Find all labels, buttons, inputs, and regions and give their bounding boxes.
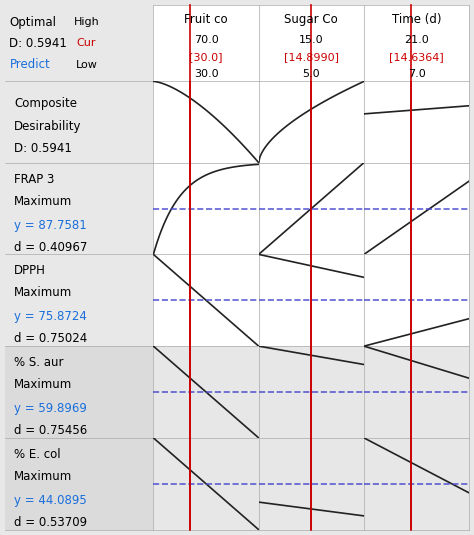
Text: y = 44.0895: y = 44.0895 bbox=[14, 494, 87, 507]
Text: Maximum: Maximum bbox=[14, 195, 73, 208]
Bar bbox=[154, 5, 469, 530]
Text: Fruit co: Fruit co bbox=[184, 12, 228, 26]
Text: [14.8990]: [14.8990] bbox=[284, 52, 339, 62]
Text: d = 0.40967: d = 0.40967 bbox=[14, 241, 88, 254]
Text: D: 0.5941: D: 0.5941 bbox=[14, 142, 72, 155]
Text: Maximum: Maximum bbox=[14, 286, 73, 300]
Text: Cur: Cur bbox=[77, 39, 96, 48]
Text: [30.0]: [30.0] bbox=[189, 52, 223, 62]
Text: d = 0.75456: d = 0.75456 bbox=[14, 424, 88, 437]
Text: 7.0: 7.0 bbox=[408, 69, 426, 79]
Bar bbox=[5, 438, 469, 530]
Text: Optimal: Optimal bbox=[9, 16, 56, 28]
Text: y = 75.8724: y = 75.8724 bbox=[14, 310, 87, 323]
Text: DPPH: DPPH bbox=[14, 264, 46, 278]
Text: Sugar Co: Sugar Co bbox=[284, 12, 338, 26]
Text: % S. aur: % S. aur bbox=[14, 356, 64, 369]
Text: % E. col: % E. col bbox=[14, 448, 61, 461]
Text: y = 87.7581: y = 87.7581 bbox=[14, 218, 87, 232]
Text: Composite: Composite bbox=[14, 97, 77, 110]
Text: Maximum: Maximum bbox=[14, 470, 73, 483]
Text: Maximum: Maximum bbox=[14, 378, 73, 391]
Text: 70.0: 70.0 bbox=[194, 35, 219, 44]
Text: 21.0: 21.0 bbox=[404, 35, 429, 44]
Text: Desirability: Desirability bbox=[14, 119, 82, 133]
Text: Time (d): Time (d) bbox=[392, 12, 441, 26]
Bar bbox=[5, 5, 469, 81]
Text: FRAP 3: FRAP 3 bbox=[14, 173, 55, 186]
Text: 15.0: 15.0 bbox=[299, 35, 324, 44]
Text: Low: Low bbox=[75, 59, 98, 70]
Bar bbox=[5, 346, 469, 438]
Text: d = 0.75024: d = 0.75024 bbox=[14, 332, 88, 345]
Text: 30.0: 30.0 bbox=[194, 69, 219, 79]
Text: Predict: Predict bbox=[9, 58, 50, 71]
Text: y = 59.8969: y = 59.8969 bbox=[14, 402, 87, 415]
Text: High: High bbox=[73, 17, 100, 27]
Text: D: 0.5941: D: 0.5941 bbox=[9, 37, 67, 50]
Text: 5.0: 5.0 bbox=[302, 69, 320, 79]
Text: d = 0.53709: d = 0.53709 bbox=[14, 516, 87, 529]
Text: [14.6364]: [14.6364] bbox=[389, 52, 444, 62]
